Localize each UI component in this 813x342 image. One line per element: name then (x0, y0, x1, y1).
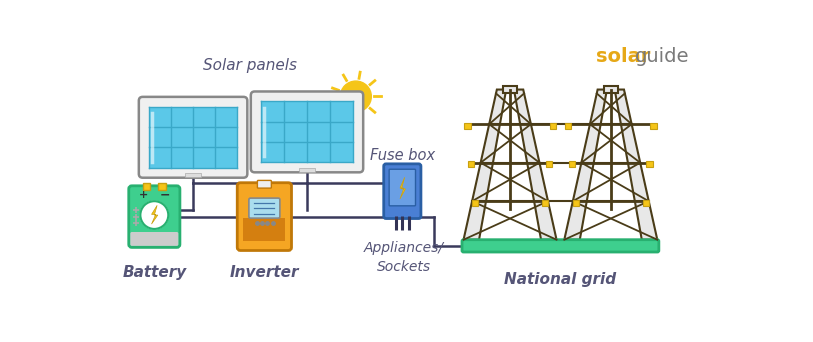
Bar (468, 161, 475, 167)
Bar (550, 123, 556, 129)
Polygon shape (400, 177, 406, 199)
Text: +: + (139, 190, 148, 200)
Bar (503, 86, 517, 93)
Polygon shape (564, 90, 607, 240)
FancyBboxPatch shape (128, 186, 180, 247)
Bar (646, 161, 653, 167)
FancyBboxPatch shape (249, 198, 280, 218)
Text: solar: solar (596, 47, 650, 66)
FancyBboxPatch shape (384, 164, 421, 219)
Bar (261, 102, 353, 162)
Text: Appliances/
Sockets: Appliances/ Sockets (364, 241, 444, 274)
Polygon shape (615, 90, 657, 240)
Bar (546, 161, 552, 167)
Bar (650, 123, 657, 129)
FancyBboxPatch shape (258, 181, 272, 188)
Bar (159, 183, 166, 190)
Text: −: − (160, 188, 171, 201)
Bar (565, 123, 572, 129)
Text: Inverter: Inverter (229, 265, 299, 279)
Bar (299, 168, 315, 172)
FancyBboxPatch shape (389, 169, 415, 206)
Circle shape (141, 201, 168, 229)
Bar (149, 107, 237, 168)
Bar (642, 200, 649, 206)
Bar (243, 218, 285, 241)
Text: Solar panels: Solar panels (203, 58, 298, 73)
Bar (143, 183, 150, 190)
Bar (573, 200, 579, 206)
FancyBboxPatch shape (139, 97, 247, 178)
Bar (541, 200, 548, 206)
Text: guide: guide (635, 47, 689, 66)
FancyBboxPatch shape (130, 232, 178, 246)
FancyBboxPatch shape (462, 240, 659, 252)
Polygon shape (151, 205, 158, 224)
Text: Battery: Battery (122, 265, 186, 279)
Circle shape (341, 81, 372, 112)
Polygon shape (463, 90, 506, 240)
Text: Fuse box: Fuse box (370, 147, 435, 162)
Bar (472, 200, 478, 206)
Text: National grid: National grid (504, 272, 616, 287)
FancyBboxPatch shape (237, 183, 292, 250)
FancyBboxPatch shape (251, 91, 363, 172)
Bar (569, 161, 575, 167)
Bar (185, 173, 201, 177)
Bar (464, 123, 471, 129)
Polygon shape (514, 90, 557, 240)
Bar (604, 86, 618, 93)
